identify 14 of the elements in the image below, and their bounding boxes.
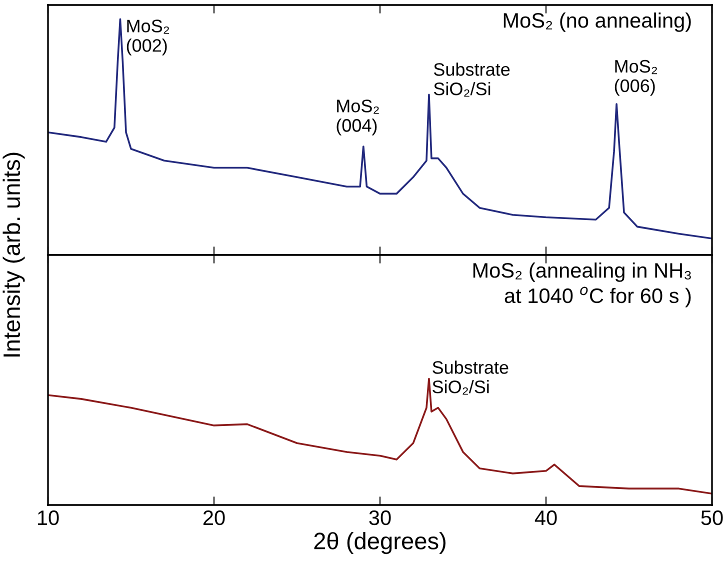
- x-tick-label: 20: [203, 510, 225, 526]
- annotation: Substrate SiO₂/Si: [432, 360, 508, 395]
- x-tick-label: 40: [534, 510, 557, 526]
- x-axis-title: 2θ (degrees): [314, 532, 446, 554]
- annotation: MoS₂ (006): [614, 60, 658, 96]
- annotation: MoS₂ (004): [336, 100, 379, 136]
- chart-title: MoS₂ (no annealing): [504, 12, 691, 32]
- x-tick-label: 10: [38, 510, 59, 526]
- chart-title: MoS₂ (annealing in NH₃ at 1040 $^{o}$C for 60 s ): [473, 262, 691, 308]
- x-tick-label: 30: [369, 510, 391, 526]
- annotation: MoS₂ (002): [126, 20, 169, 56]
- annotation: Substrate SiO₂/Si: [434, 62, 510, 97]
- x-tick-label: 50: [701, 510, 723, 526]
- y-axis-title: Intensity (arb. units): [2, 152, 25, 356]
